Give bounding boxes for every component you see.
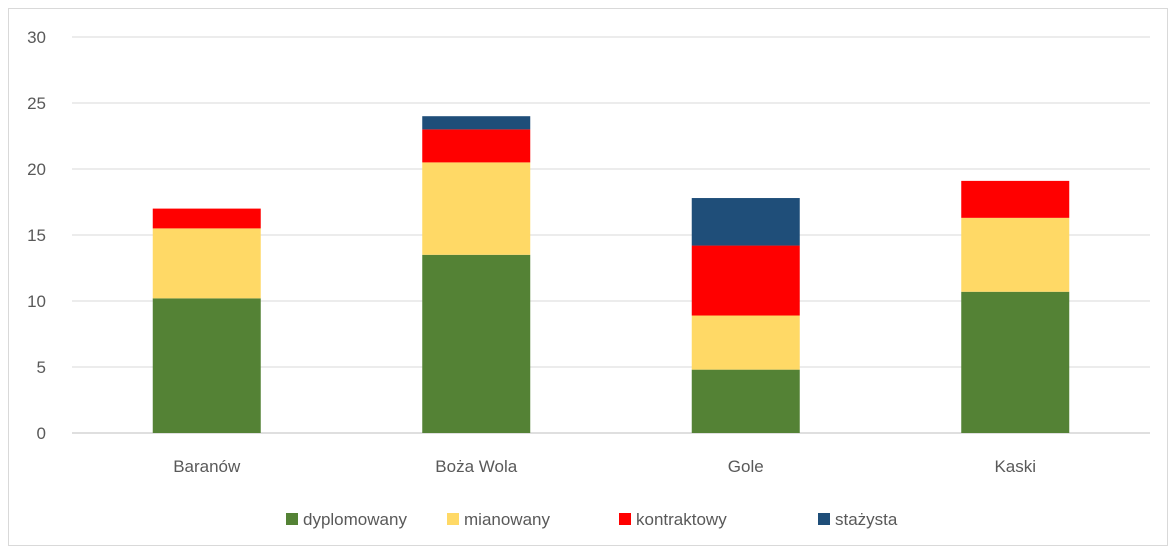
- y-tick-label: 25: [27, 94, 46, 113]
- bars: [152, 116, 1070, 433]
- bar-segment-mianowany: [961, 217, 1070, 292]
- bar-segment-mianowany: [691, 315, 800, 370]
- legend-swatch: [286, 513, 298, 525]
- bar-segment-stażysta: [691, 198, 800, 246]
- legend-swatch: [818, 513, 830, 525]
- x-category-label: Baranów: [173, 457, 241, 476]
- y-tick-label: 0: [37, 424, 46, 443]
- bar-segment-dyplomowany: [961, 291, 1070, 433]
- bar-segment-mianowany: [422, 162, 531, 255]
- bar-segment-kontraktowy: [691, 245, 800, 316]
- x-category-label: Gole: [728, 457, 764, 476]
- legend-label: mianowany: [464, 510, 550, 529]
- y-tick-label: 20: [27, 160, 46, 179]
- bar-segment-kontraktowy: [152, 208, 261, 229]
- legend-label: kontraktowy: [636, 510, 727, 529]
- y-tick-label: 30: [27, 28, 46, 47]
- x-category-label: Boża Wola: [435, 457, 517, 476]
- bar-segment-stażysta: [422, 116, 531, 130]
- legend-label: dyplomowany: [303, 510, 407, 529]
- bar-segment-mianowany: [152, 228, 261, 299]
- bar-segment-dyplomowany: [152, 298, 261, 433]
- y-tick-label: 5: [37, 358, 46, 377]
- y-tick-label: 15: [27, 226, 46, 245]
- x-category-label: Kaski: [994, 457, 1036, 476]
- bar-segment-dyplomowany: [691, 369, 800, 433]
- legend-swatch: [447, 513, 459, 525]
- bar-segment-kontraktowy: [422, 129, 531, 163]
- x-axis-labels: Baranów Boża Wola Gole Kaski: [173, 457, 1036, 476]
- legend-swatch: [619, 513, 631, 525]
- bar-segment-dyplomowany: [422, 254, 531, 433]
- y-tick-label: 10: [27, 292, 46, 311]
- y-axis-ticks: 0 5 10 15 20 25 30: [27, 28, 46, 443]
- bar-segment-kontraktowy: [961, 180, 1070, 218]
- legend: dyplomowany mianowany kontraktowy stażysta: [286, 510, 898, 529]
- legend-label: stażysta: [835, 510, 898, 529]
